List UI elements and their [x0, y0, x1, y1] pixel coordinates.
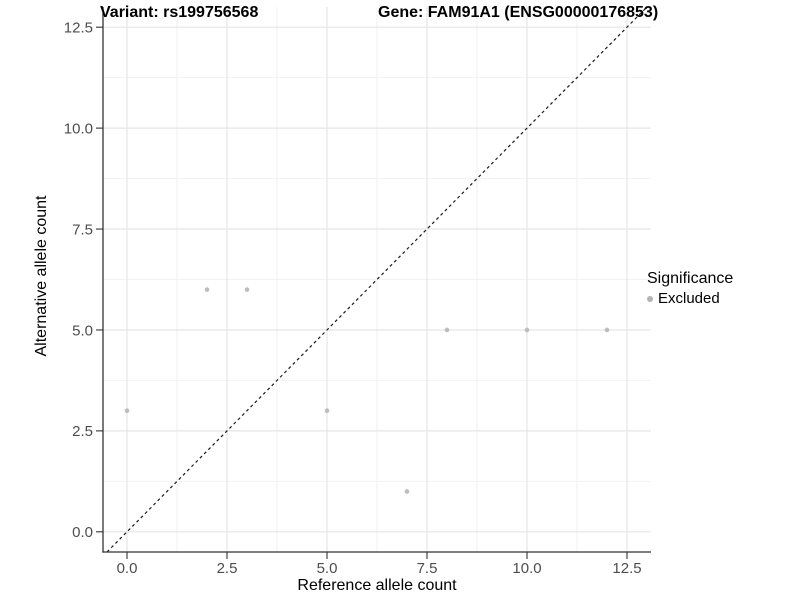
plot-title-variant: Variant: rs199756568: [100, 4, 259, 21]
x-tick-label: 0.0: [117, 560, 138, 577]
y-tick-label: 10.0: [64, 120, 93, 137]
x-axis-title: Reference allele count: [297, 577, 457, 594]
legend-point-icon: [647, 295, 653, 302]
legend: Significance Excluded: [647, 269, 733, 307]
data-point: [244, 287, 250, 292]
x-tick-label: 5.0: [317, 560, 338, 577]
y-tick-label: 0.0: [72, 524, 93, 541]
legend-title: Significance: [647, 270, 734, 287]
data-point: [604, 327, 610, 333]
data-point: [124, 408, 130, 414]
data-point: [324, 408, 330, 414]
identity-dashed-line: [106, 6, 648, 553]
y-tick-label: 5.0: [72, 322, 93, 339]
x-tick-label: 2.5: [217, 560, 238, 577]
data-point: [404, 489, 410, 494]
x-tick-label: 7.5: [417, 560, 438, 577]
legend-item-excluded: Excluded: [647, 290, 733, 307]
x-tick-label: 10.0: [512, 560, 541, 577]
y-axis-title: Alternative allele count: [33, 195, 50, 357]
x-tick-label: 12.5: [612, 560, 641, 577]
legend-item-label: Excluded: [658, 290, 720, 307]
y-tick-label: 7.5: [72, 221, 93, 238]
data-point: [204, 287, 210, 292]
y-tick-label: 2.5: [72, 423, 93, 440]
data-point: [444, 327, 450, 333]
plot-title-gene: Gene: FAM91A1 (ENSG00000176853): [378, 4, 659, 21]
data-point: [524, 327, 530, 333]
y-tick-label: 12.5: [64, 19, 93, 36]
